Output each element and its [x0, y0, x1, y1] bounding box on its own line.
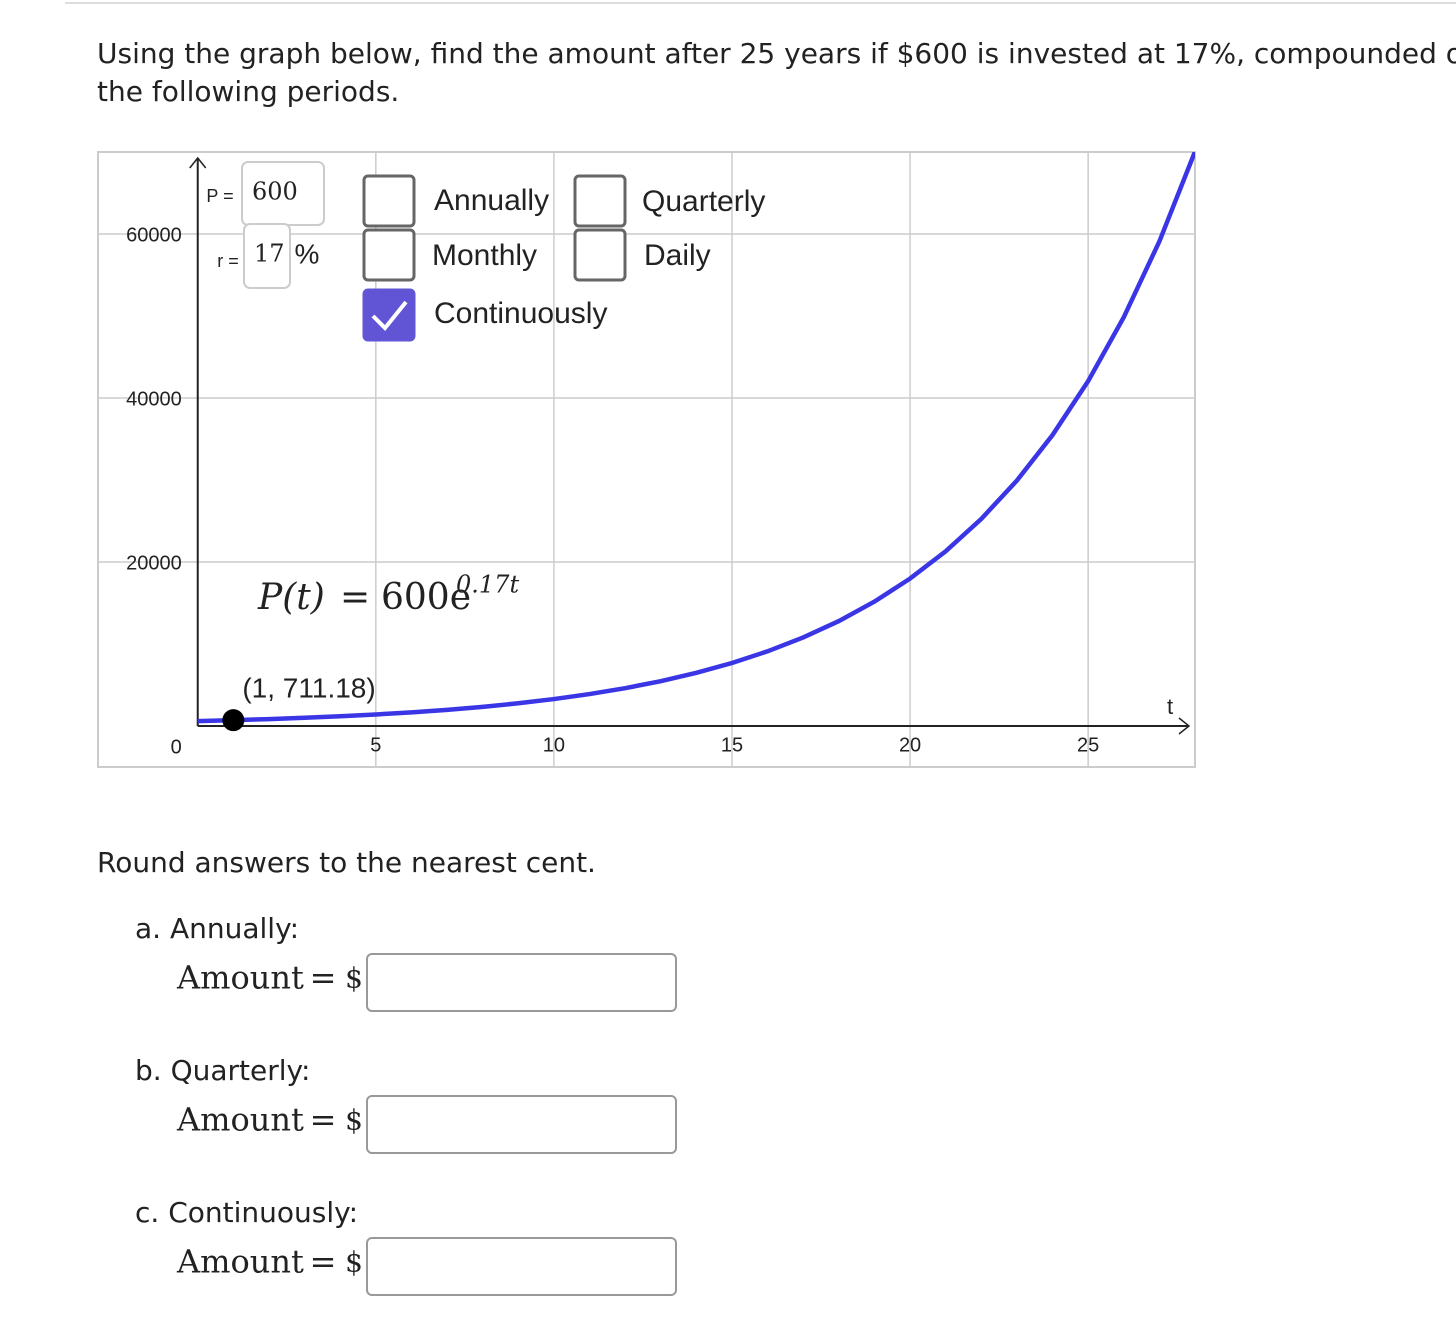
y-tick-label: 60000 — [126, 224, 182, 246]
input-label: P = — [206, 186, 233, 206]
input-label: r = — [217, 251, 239, 271]
amount-label: Amount — [176, 1101, 304, 1139]
formula-eq: = — [340, 577, 370, 618]
y-tick-label: 0 — [171, 736, 182, 758]
checkbox-label[interactable]: Continuously — [434, 297, 607, 330]
curve — [197, 152, 1195, 724]
checkbox[interactable] — [573, 228, 627, 282]
chart: 0 20000 40000 60000 5 10 15 20 25 t (1, 711.18) P(t… — [98, 152, 1195, 767]
currency-sign: $ — [345, 1246, 363, 1279]
checkbox[interactable] — [362, 228, 416, 282]
equals-sign: = — [310, 959, 337, 997]
y-tick-label: 40000 — [126, 388, 182, 410]
amount-label: Amount — [176, 1243, 304, 1281]
checkbox-label[interactable]: Daily — [644, 239, 711, 272]
formula-base: 600e — [381, 577, 471, 618]
currency-sign: $ — [345, 962, 363, 995]
equals-sign: = — [310, 1101, 337, 1139]
checkbox[interactable] — [362, 174, 416, 228]
x-tick-label: 25 — [1077, 734, 1099, 756]
y-tick-label: 20000 — [126, 552, 182, 574]
question-line: the following periods. — [97, 75, 399, 108]
answer-input[interactable] — [366, 1095, 677, 1154]
checkbox-label[interactable]: Quarterly — [642, 185, 765, 218]
instructions: Round answers to the nearest cent. — [97, 846, 596, 879]
x-tick-label: 15 — [721, 734, 743, 756]
currency-sign: $ — [345, 1104, 363, 1137]
point-label: (1, 711.18) — [242, 673, 375, 704]
amount-label: Amount — [176, 959, 304, 997]
question-line: Using the graph below, find the amount a… — [97, 37, 1456, 70]
checkbox[interactable] — [362, 288, 416, 342]
checkbox[interactable] — [573, 174, 627, 228]
checkmark — [371, 300, 408, 331]
equals-sign: = — [310, 1243, 337, 1281]
formula-exponent: 0.17t — [456, 571, 519, 599]
input-box[interactable] — [243, 223, 291, 289]
input-value: 17 — [254, 240, 285, 268]
point[interactable] — [222, 709, 245, 732]
input-unit: % — [295, 238, 320, 269]
y-axis-arrow — [189, 156, 207, 169]
part-label: b. Quarterly: — [135, 1054, 311, 1087]
answer-input[interactable] — [366, 1237, 677, 1296]
checkbox-label[interactable]: Annually — [434, 184, 549, 217]
parts: a. Annually:Amount = $b. Quarterly:Amount =… — [135, 912, 677, 1296]
x-tick-label: 20 — [899, 734, 921, 756]
checkbox-label[interactable]: Monthly — [432, 239, 537, 272]
answer-input[interactable] — [366, 953, 677, 1012]
input-value: 600 — [252, 178, 298, 206]
formula-lhs: P(t) — [257, 577, 325, 618]
part-label: a. Annually: — [135, 912, 299, 945]
x-tick-label: 5 — [370, 734, 381, 756]
x-tick-label: 10 — [543, 734, 565, 756]
part-label: c. Continuously: — [135, 1196, 358, 1229]
x-axis-arrow — [1178, 717, 1191, 735]
x-axis-label: t — [1167, 694, 1173, 719]
